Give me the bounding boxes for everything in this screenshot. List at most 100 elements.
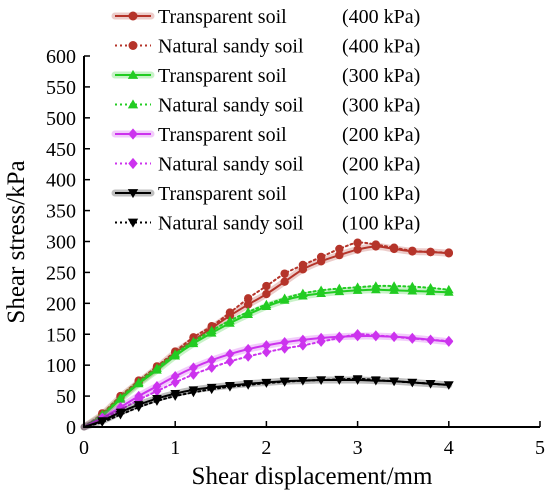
series-line bbox=[83, 377, 450, 428]
legend-pressure: (400 kPa) bbox=[342, 36, 420, 58]
data-point bbox=[334, 332, 344, 344]
data-point bbox=[389, 377, 399, 387]
data-point bbox=[316, 252, 326, 262]
data-point bbox=[243, 307, 253, 316]
y-tick-label: 200 bbox=[46, 293, 76, 315]
x-tick-label: 1 bbox=[170, 437, 180, 459]
legend-item: Transparent soil (200 kPa) bbox=[111, 124, 420, 146]
data-point bbox=[407, 333, 417, 344]
data-point bbox=[408, 246, 417, 255]
data-point bbox=[280, 269, 289, 278]
data-point bbox=[189, 362, 198, 373]
legend-item: Transparent soil (400 kPa) bbox=[111, 6, 420, 28]
data-point bbox=[426, 247, 435, 257]
data-point bbox=[115, 393, 126, 402]
plot-area bbox=[80, 238, 454, 431]
series-3 bbox=[83, 281, 454, 428]
legend-marker bbox=[128, 41, 138, 50]
data-point bbox=[170, 371, 180, 382]
data-point bbox=[426, 334, 435, 346]
legend-pressure: (100 kPa) bbox=[342, 183, 420, 205]
data-point bbox=[225, 348, 235, 360]
y-tick-label: 450 bbox=[46, 139, 76, 161]
legend-series-name: Natural sandy soil bbox=[158, 36, 304, 58]
data-point bbox=[335, 250, 344, 260]
data-point bbox=[334, 283, 345, 293]
legend-series-name: Transparent soil bbox=[158, 65, 287, 87]
data-point bbox=[225, 315, 235, 325]
y-tick-label: 300 bbox=[46, 232, 76, 254]
data-point bbox=[298, 334, 308, 346]
legend-marker bbox=[128, 11, 138, 21]
legend-series-name: Transparent soil bbox=[158, 183, 287, 205]
data-point bbox=[316, 285, 326, 294]
data-point bbox=[206, 385, 217, 395]
data-point bbox=[352, 375, 363, 384]
data-point bbox=[298, 288, 308, 298]
data-point bbox=[389, 281, 399, 290]
data-point bbox=[261, 379, 272, 388]
data-point bbox=[371, 240, 381, 249]
series-7 bbox=[83, 375, 454, 428]
data-point bbox=[298, 340, 308, 351]
legend-item: Natural sandy soil (400 kPa) bbox=[115, 36, 420, 58]
data-point bbox=[298, 377, 308, 386]
data-point bbox=[170, 392, 181, 401]
data-point bbox=[280, 277, 289, 286]
data-point bbox=[152, 385, 162, 397]
data-point bbox=[352, 282, 363, 291]
data-point bbox=[425, 380, 436, 389]
data-point bbox=[170, 377, 180, 388]
y-tick-label: 0 bbox=[66, 417, 76, 439]
legend-pressure: (100 kPa) bbox=[342, 213, 420, 235]
x-tick-label: 2 bbox=[261, 437, 271, 459]
legend-marker bbox=[128, 157, 138, 170]
data-point bbox=[298, 260, 308, 270]
data-point bbox=[133, 377, 144, 387]
data-point bbox=[243, 294, 253, 303]
ticks: 0 1 2 3 4 50501001502002503003504004505005506… bbox=[46, 46, 545, 459]
data-point bbox=[335, 244, 344, 254]
legend-series-name: Natural sandy soil bbox=[158, 154, 304, 176]
data-point bbox=[279, 293, 290, 302]
data-point bbox=[225, 383, 235, 392]
y-tick-label: 600 bbox=[46, 46, 76, 68]
data-point bbox=[334, 375, 345, 385]
legend-item: Transparent soil (300 kPa) bbox=[111, 65, 420, 87]
legend-pressure: (200 kPa) bbox=[342, 154, 420, 176]
legend-marker bbox=[128, 128, 138, 140]
legend-marker bbox=[127, 99, 139, 109]
y-tick-label: 100 bbox=[46, 355, 76, 377]
data-point bbox=[152, 397, 162, 406]
legend-item: Natural sandy soil (100 kPa) bbox=[115, 213, 420, 235]
legend-item: Natural sandy soil (200 kPa) bbox=[115, 154, 420, 176]
data-point bbox=[353, 329, 363, 340]
x-axis-title: Shear displacement/mm bbox=[192, 463, 433, 490]
legend-pressure: (300 kPa) bbox=[342, 65, 420, 87]
data-point bbox=[243, 343, 253, 355]
legend-item: Transparent soil (100 kPa) bbox=[111, 183, 420, 205]
legend-pressure: (300 kPa) bbox=[342, 95, 420, 117]
y-tick-label: 500 bbox=[46, 108, 76, 130]
x-tick-label: 4 bbox=[444, 437, 454, 459]
data-point bbox=[280, 343, 290, 354]
data-point bbox=[353, 245, 362, 254]
data-point bbox=[261, 346, 271, 358]
data-point bbox=[316, 376, 326, 385]
legend-pressure: (400 kPa) bbox=[342, 6, 420, 28]
data-point bbox=[207, 362, 217, 373]
data-point bbox=[371, 330, 381, 341]
data-point bbox=[371, 376, 381, 385]
y-tick-label: 350 bbox=[46, 201, 76, 223]
y-tick-label: 550 bbox=[46, 77, 76, 99]
y-axis-title: Shear stress/kPa bbox=[3, 160, 30, 323]
data-point bbox=[170, 349, 181, 358]
data-point bbox=[425, 283, 436, 292]
legend-marker bbox=[127, 189, 139, 199]
y-tick-label: 250 bbox=[46, 262, 76, 284]
data-point bbox=[389, 285, 399, 294]
legend: Transparent soil (400 kPa)Natural sandy s… bbox=[111, 6, 420, 235]
y-tick-label: 400 bbox=[46, 170, 76, 192]
legend-pressure: (200 kPa) bbox=[342, 124, 420, 146]
